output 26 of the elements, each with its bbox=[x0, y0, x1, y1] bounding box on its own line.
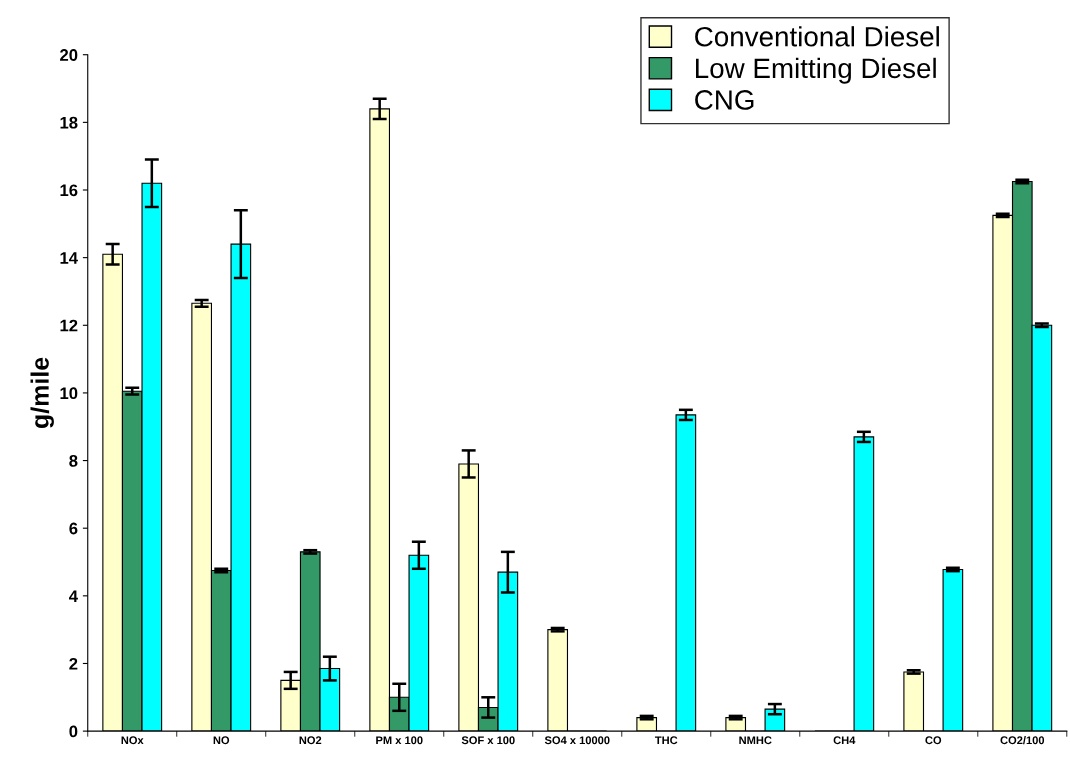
x-tick-label: CO2/100 bbox=[1000, 735, 1045, 745]
x-tick-label: THC bbox=[654, 736, 678, 745]
legend-label: CNG bbox=[695, 90, 754, 110]
legend-label: Conventional Diesel bbox=[695, 26, 939, 47]
legend-label: Low Emitting Diesel bbox=[696, 57, 936, 84]
x-tick-label: NOx bbox=[121, 736, 144, 745]
x-tick-label: CO bbox=[925, 736, 942, 745]
y-tick-label: 2 bbox=[69, 657, 78, 670]
y-tick-label: 16 bbox=[60, 184, 78, 197]
x-tick-label: NO2 bbox=[299, 736, 322, 745]
x-tick-label: NO bbox=[213, 736, 230, 745]
x-tick-label: SOF x 100 bbox=[461, 736, 515, 745]
y-tick-label: 4 bbox=[69, 590, 78, 602]
x-tick-label: NMHC bbox=[739, 736, 772, 745]
y-tick-label: 10 bbox=[60, 387, 78, 400]
y-tick-label: 14 bbox=[60, 252, 78, 264]
x-tick-label: PM x 100 bbox=[376, 736, 423, 745]
x-tick-label: SO4 x 10000 bbox=[544, 736, 610, 745]
y-tick-label: 20 bbox=[60, 49, 78, 61]
x-tick-label: CH4 bbox=[833, 736, 856, 745]
y-axis-title: g/mile bbox=[30, 357, 54, 429]
y-tick-label: 8 bbox=[69, 454, 78, 467]
y-tick-label: 6 bbox=[69, 522, 78, 535]
y-tick-label: 0 bbox=[69, 725, 78, 738]
y-tick-label: 12 bbox=[60, 319, 78, 332]
y-tick-label: 18 bbox=[60, 116, 78, 129]
